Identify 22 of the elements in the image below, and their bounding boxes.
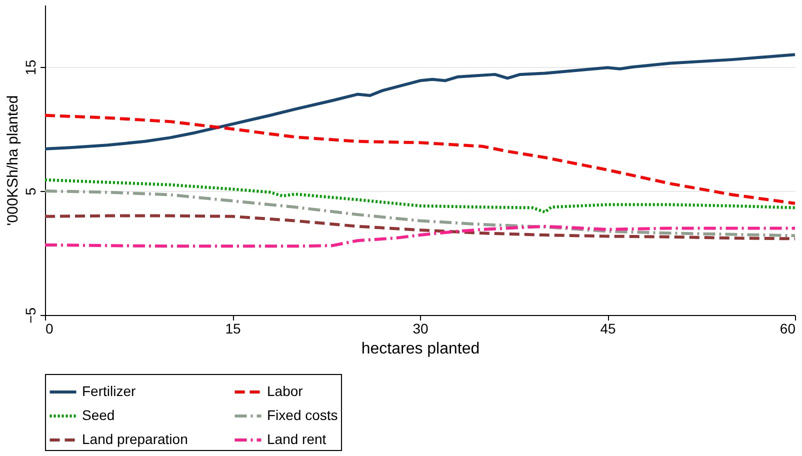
y-tick-label: 5 [22, 187, 38, 196]
y-axis-title: '000KSh/ha planted [4, 95, 22, 226]
line-series [44, 53, 796, 150]
x-tick-label: 45 [600, 320, 616, 336]
x-tick-label: 0 [46, 320, 54, 336]
line-series [44, 114, 796, 205]
legend-label: Seed [82, 407, 115, 423]
legend-label: Fixed costs [267, 407, 338, 423]
legend-label: Fertilizer [82, 383, 136, 399]
y-tick-label: 15 [22, 60, 38, 76]
legend-label: Labor [267, 383, 304, 399]
line-series [44, 190, 796, 238]
legend-label: Land rent [267, 431, 326, 447]
x-tick-label: 60 [780, 320, 796, 336]
line-series [44, 224, 796, 248]
x-tick-label: 15 [225, 320, 241, 336]
line-series [44, 214, 796, 240]
x-axis-title: hectares planted [361, 340, 480, 358]
legend-label: Land preparation [82, 431, 188, 447]
line-series [44, 178, 796, 214]
y-tick-label: −5 [22, 307, 38, 324]
x-tick-label: 30 [412, 320, 428, 336]
